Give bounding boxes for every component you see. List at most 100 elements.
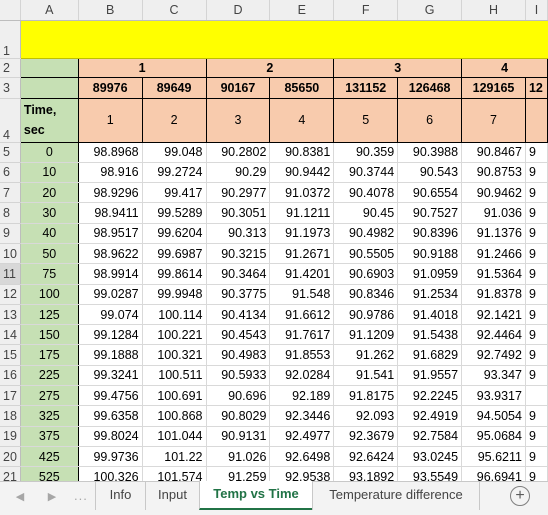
temperature-cell[interactable]: 90.7527 <box>397 202 463 224</box>
temperature-cell[interactable]: 98.9914 <box>78 263 143 285</box>
temperature-cell[interactable]: 98.9411 <box>78 202 143 224</box>
temperature-cell[interactable]: 9 <box>525 344 548 366</box>
temperature-cell[interactable]: 99.3241 <box>78 365 143 387</box>
group-header-cell[interactable]: 2 <box>206 57 335 78</box>
temperature-cell[interactable]: 90.4543 <box>206 324 271 346</box>
index-cell[interactable]: 5 <box>333 98 399 143</box>
temperature-cell[interactable]: 90.8029 <box>206 405 271 427</box>
time-cell[interactable]: 50 <box>20 243 79 265</box>
temperature-cell[interactable]: 92.9538 <box>269 466 335 481</box>
row-header[interactable]: 12 <box>0 284 21 305</box>
temperature-cell[interactable]: 93.347 <box>461 365 526 387</box>
cell[interactable] <box>333 20 398 59</box>
temperature-cell[interactable]: 99.9948 <box>142 284 207 305</box>
time-cell[interactable]: 150 <box>20 324 79 346</box>
temperature-cell[interactable]: 98.9296 <box>78 182 143 204</box>
temperature-cell[interactable]: 90.8381 <box>269 142 335 163</box>
row-header[interactable]: 4 <box>0 98 21 143</box>
temperature-cell[interactable]: 93.9317 <box>461 385 526 407</box>
index-cell[interactable]: 6 <box>397 98 463 143</box>
temperature-cell[interactable]: 92.6424 <box>333 446 399 468</box>
cell[interactable] <box>397 20 462 59</box>
temperature-cell[interactable]: 91.541 <box>333 365 399 387</box>
temperature-cell[interactable]: 9 <box>525 223 548 244</box>
temperature-cell[interactable]: 93.0245 <box>397 446 463 468</box>
time-cell[interactable]: 375 <box>20 426 79 447</box>
column-header-i[interactable]: I <box>525 0 548 21</box>
column-header-f[interactable]: F <box>333 0 399 21</box>
temperature-cell[interactable]: 90.3464 <box>206 263 271 285</box>
temperature-cell[interactable]: 98.916 <box>78 162 143 184</box>
temperature-cell[interactable]: 91.259 <box>206 466 271 481</box>
time-cell[interactable]: 325 <box>20 405 79 427</box>
temperature-cell[interactable]: 99.0287 <box>78 284 143 305</box>
temperature-cell[interactable]: 92.3446 <box>269 405 335 427</box>
temperature-cell[interactable]: 90.9188 <box>397 243 463 265</box>
time-cell[interactable]: 40 <box>20 223 79 244</box>
temperature-cell[interactable]: 99.1888 <box>78 344 143 366</box>
temperature-cell[interactable]: 90.3775 <box>206 284 271 305</box>
temperature-cell[interactable]: 90.3988 <box>397 142 463 163</box>
row-header[interactable]: 17 <box>0 385 21 407</box>
cell-table[interactable]: A B C D E F G H I 1 2 1 2 3 <box>0 0 548 481</box>
temperature-cell[interactable]: 92.0284 <box>269 365 335 387</box>
temperature-cell[interactable]: 91.6829 <box>397 344 463 366</box>
temperature-cell[interactable]: 90.359 <box>333 142 399 163</box>
temperature-cell[interactable]: 91.1973 <box>269 223 335 244</box>
temperature-cell[interactable]: 90.29 <box>206 162 271 184</box>
temperature-cell[interactable]: 93.5549 <box>397 466 463 481</box>
temperature-cell[interactable]: 91.1211 <box>269 202 335 224</box>
row-header[interactable]: 15 <box>0 344 21 366</box>
column-header-a[interactable]: A <box>20 0 79 21</box>
temperature-cell[interactable]: 94.5054 <box>461 405 526 427</box>
temperature-cell[interactable]: 99.9736 <box>78 446 143 468</box>
time-header-cell[interactable]: Time, sec <box>20 98 79 143</box>
scroll-tabs-right-icon[interactable]: ▶ <box>47 491 57 503</box>
time-cell[interactable]: 125 <box>20 304 79 326</box>
temperature-cell[interactable]: 90.5505 <box>333 243 399 265</box>
time-cell[interactable]: 225 <box>20 365 79 387</box>
temperature-cell[interactable]: 99.417 <box>142 182 207 204</box>
temperature-cell[interactable]: 90.4982 <box>333 223 399 244</box>
temperature-cell[interactable]: 92.4919 <box>397 405 463 427</box>
temperature-cell[interactable]: 91.4201 <box>269 263 335 285</box>
temperature-cell[interactable]: 91.2534 <box>397 284 463 305</box>
temperature-cell[interactable]: 99.6987 <box>142 243 207 265</box>
temperature-cell[interactable]: 98.9517 <box>78 223 143 244</box>
select-all-corner[interactable] <box>0 0 21 21</box>
time-cell[interactable]: 75 <box>20 263 79 285</box>
row-header[interactable]: 6 <box>0 162 21 184</box>
index-cell[interactable]: 2 <box>142 98 207 143</box>
row-header[interactable]: 2 <box>0 58 21 78</box>
temperature-cell[interactable]: 100.221 <box>142 324 207 346</box>
temperature-cell[interactable]: 9 <box>525 304 548 326</box>
cell[interactable] <box>20 20 79 59</box>
temperature-cell[interactable]: 91.0372 <box>269 182 335 204</box>
time-cell[interactable]: 10 <box>20 162 79 184</box>
temperature-cell[interactable]: 92.1421 <box>461 304 526 326</box>
temperature-cell[interactable]: 91.6612 <box>269 304 335 326</box>
temperature-cell[interactable]: 99.4756 <box>78 385 143 407</box>
index-cell[interactable] <box>525 98 548 143</box>
time-cell[interactable]: 20 <box>20 182 79 204</box>
temperature-cell[interactable]: 91.4018 <box>397 304 463 326</box>
temperature-cell[interactable]: 93.1892 <box>333 466 399 481</box>
temperature-cell[interactable]: 91.036 <box>461 202 526 224</box>
row-header[interactable]: 21 <box>0 466 21 481</box>
temperature-cell[interactable]: 100.868 <box>142 405 207 427</box>
temperature-cell[interactable]: 9 <box>525 243 548 265</box>
temperature-cell[interactable] <box>525 385 548 407</box>
temperature-cell[interactable]: 90.45 <box>333 202 399 224</box>
temperature-cell[interactable]: 91.5364 <box>461 263 526 285</box>
temperature-cell[interactable]: 91.1209 <box>333 324 399 346</box>
temperature-cell[interactable]: 101.044 <box>142 426 207 447</box>
temperature-cell[interactable]: 90.6903 <box>333 263 399 285</box>
temperature-cell[interactable]: 90.2802 <box>206 142 271 163</box>
time-cell[interactable]: 175 <box>20 344 79 366</box>
temperature-cell[interactable]: 90.9462 <box>461 182 526 204</box>
temperature-cell[interactable]: 9 <box>525 405 548 427</box>
index-cell[interactable]: 1 <box>78 98 143 143</box>
group-header-cell[interactable]: 1 <box>78 57 207 78</box>
temperature-cell[interactable]: 9 <box>525 426 548 447</box>
temperature-cell[interactable]: 92.2245 <box>397 385 463 407</box>
